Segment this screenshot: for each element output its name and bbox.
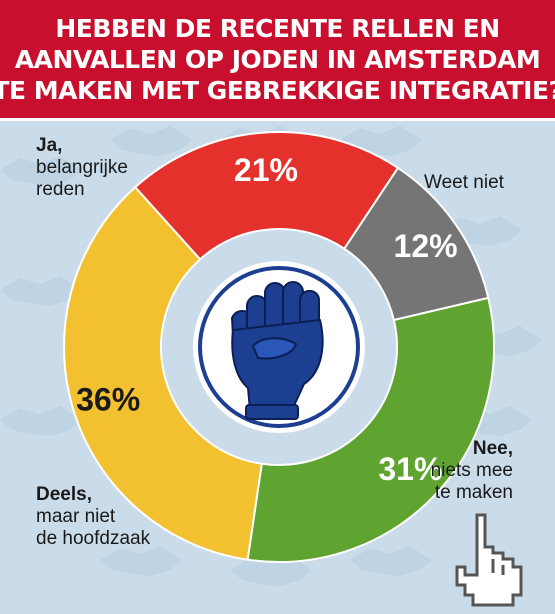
handshake-pattern-icon [0,156,82,186]
legend-ja-line-1: belangrijke [36,157,128,178]
legend-ja: Ja, belangrijke reden [36,135,128,201]
handshake-pattern-icon [100,546,182,576]
legend-weet-niet-line-1: Weet niet [424,172,504,193]
title-line-2: AANVALLEN OP JODEN IN AMSTERDAM [14,44,541,74]
legend-ja-line-2: reden [36,179,85,200]
handshake-pattern-icon [350,546,432,576]
legend-nee-line-2: te maken [434,482,513,503]
handshake-pattern-icon [0,276,82,306]
fist-icon [193,261,365,433]
slice-ja [133,131,400,261]
handshake-pattern-icon [0,406,82,436]
handshake-pattern-icon [230,556,312,586]
legend-deels-line-1: maar niet [36,506,116,527]
legend-ja-bold: Ja, [36,135,63,156]
legend-nee-bold: Nee, [472,438,513,459]
legend-deels-line-2: de hoofdzaak [36,528,151,549]
title-line-1: HEBBEN DE RECENTE RELLEN EN [55,13,500,43]
chart-title: HEBBEN DE RECENTE RELLEN EN AANVALLEN OP… [0,0,555,118]
pointing-hand-cursor-icon [455,513,523,607]
legend-nee-line-1: niets mee [430,460,513,481]
legend-weet-niet: Weet niet [424,172,504,194]
title-line-3: TE MAKEN MET GEBREKKIGE INTEGRATIE? [0,75,555,105]
legend-deels-bold: Deels, [36,484,92,505]
slice-nee [246,296,495,563]
donut-slices [63,131,495,563]
slice-label-nee: 31% [378,451,442,487]
handshake-pattern [0,126,542,586]
slice-label-ja: 21% [234,152,298,188]
slice-value-labels: 21% 12% 31% 36% [76,152,458,487]
legend-deels: Deels, maar niet de hoofdzaak [36,484,150,550]
slice-label-deels: 36% [76,382,140,418]
handshake-pattern-icon [110,126,192,156]
slice-label-weet_niet: 12% [394,228,458,264]
slice-deels [63,185,263,561]
legend-nee: Nee, niets mee te maken [431,438,513,504]
